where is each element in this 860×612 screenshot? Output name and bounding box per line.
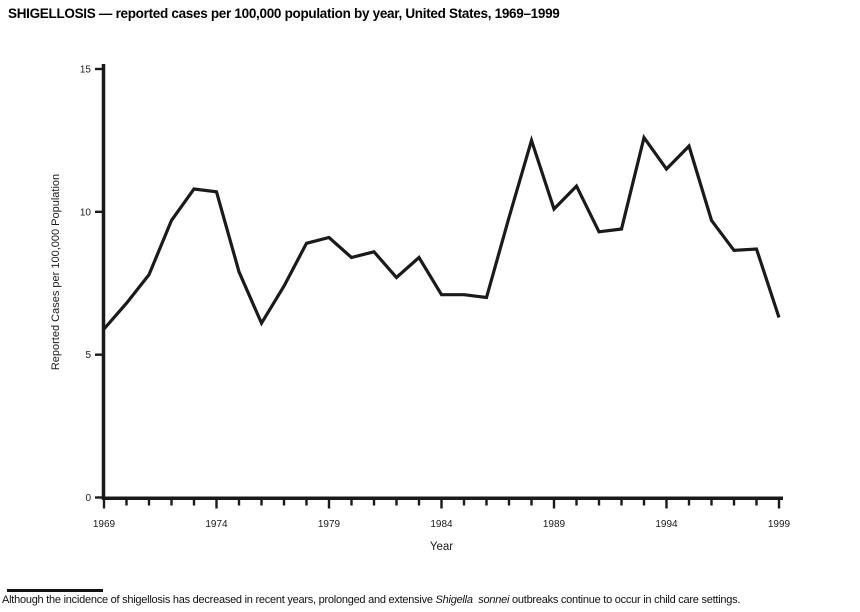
footnote-text-before: Although the incidence of shigellosis ha… <box>2 594 436 606</box>
x-tick-label: 1979 <box>318 519 341 530</box>
x-tick-label: 1969 <box>93 519 116 530</box>
data-line <box>102 133 781 331</box>
axis-spine <box>101 64 783 500</box>
x-tick-label: 1994 <box>655 519 678 530</box>
x-tick-label: 1999 <box>768 519 791 530</box>
footnote-rule <box>7 589 103 592</box>
y-axis-title: Reported Cases per 100,000 Population <box>50 173 62 371</box>
y-tick-label: 10 <box>80 207 92 218</box>
chart-title: SHIGELLOSIS — reported cases per 100,000… <box>8 6 560 21</box>
y-tick-label: 15 <box>80 65 92 76</box>
x-axis-title: Year <box>429 541 454 553</box>
x-tick-label: 1984 <box>430 519 453 530</box>
x-tick-label: 1989 <box>543 519 566 530</box>
footnote-text-after: outbreaks continue to occur in child car… <box>509 594 741 606</box>
y-tick-label: 0 <box>85 493 91 504</box>
y-tick-label: 5 <box>85 350 91 361</box>
shigellosis-line-chart: 0 5 10 15 1969 1974 1979 1984 1989 1994 1999 <box>80 64 791 530</box>
x-tick-label: 1974 <box>205 519 228 530</box>
footnote: Although the incidence of shigellosis ha… <box>2 594 860 606</box>
footnote-species-italic: Shigella sonnei <box>435 594 510 606</box>
